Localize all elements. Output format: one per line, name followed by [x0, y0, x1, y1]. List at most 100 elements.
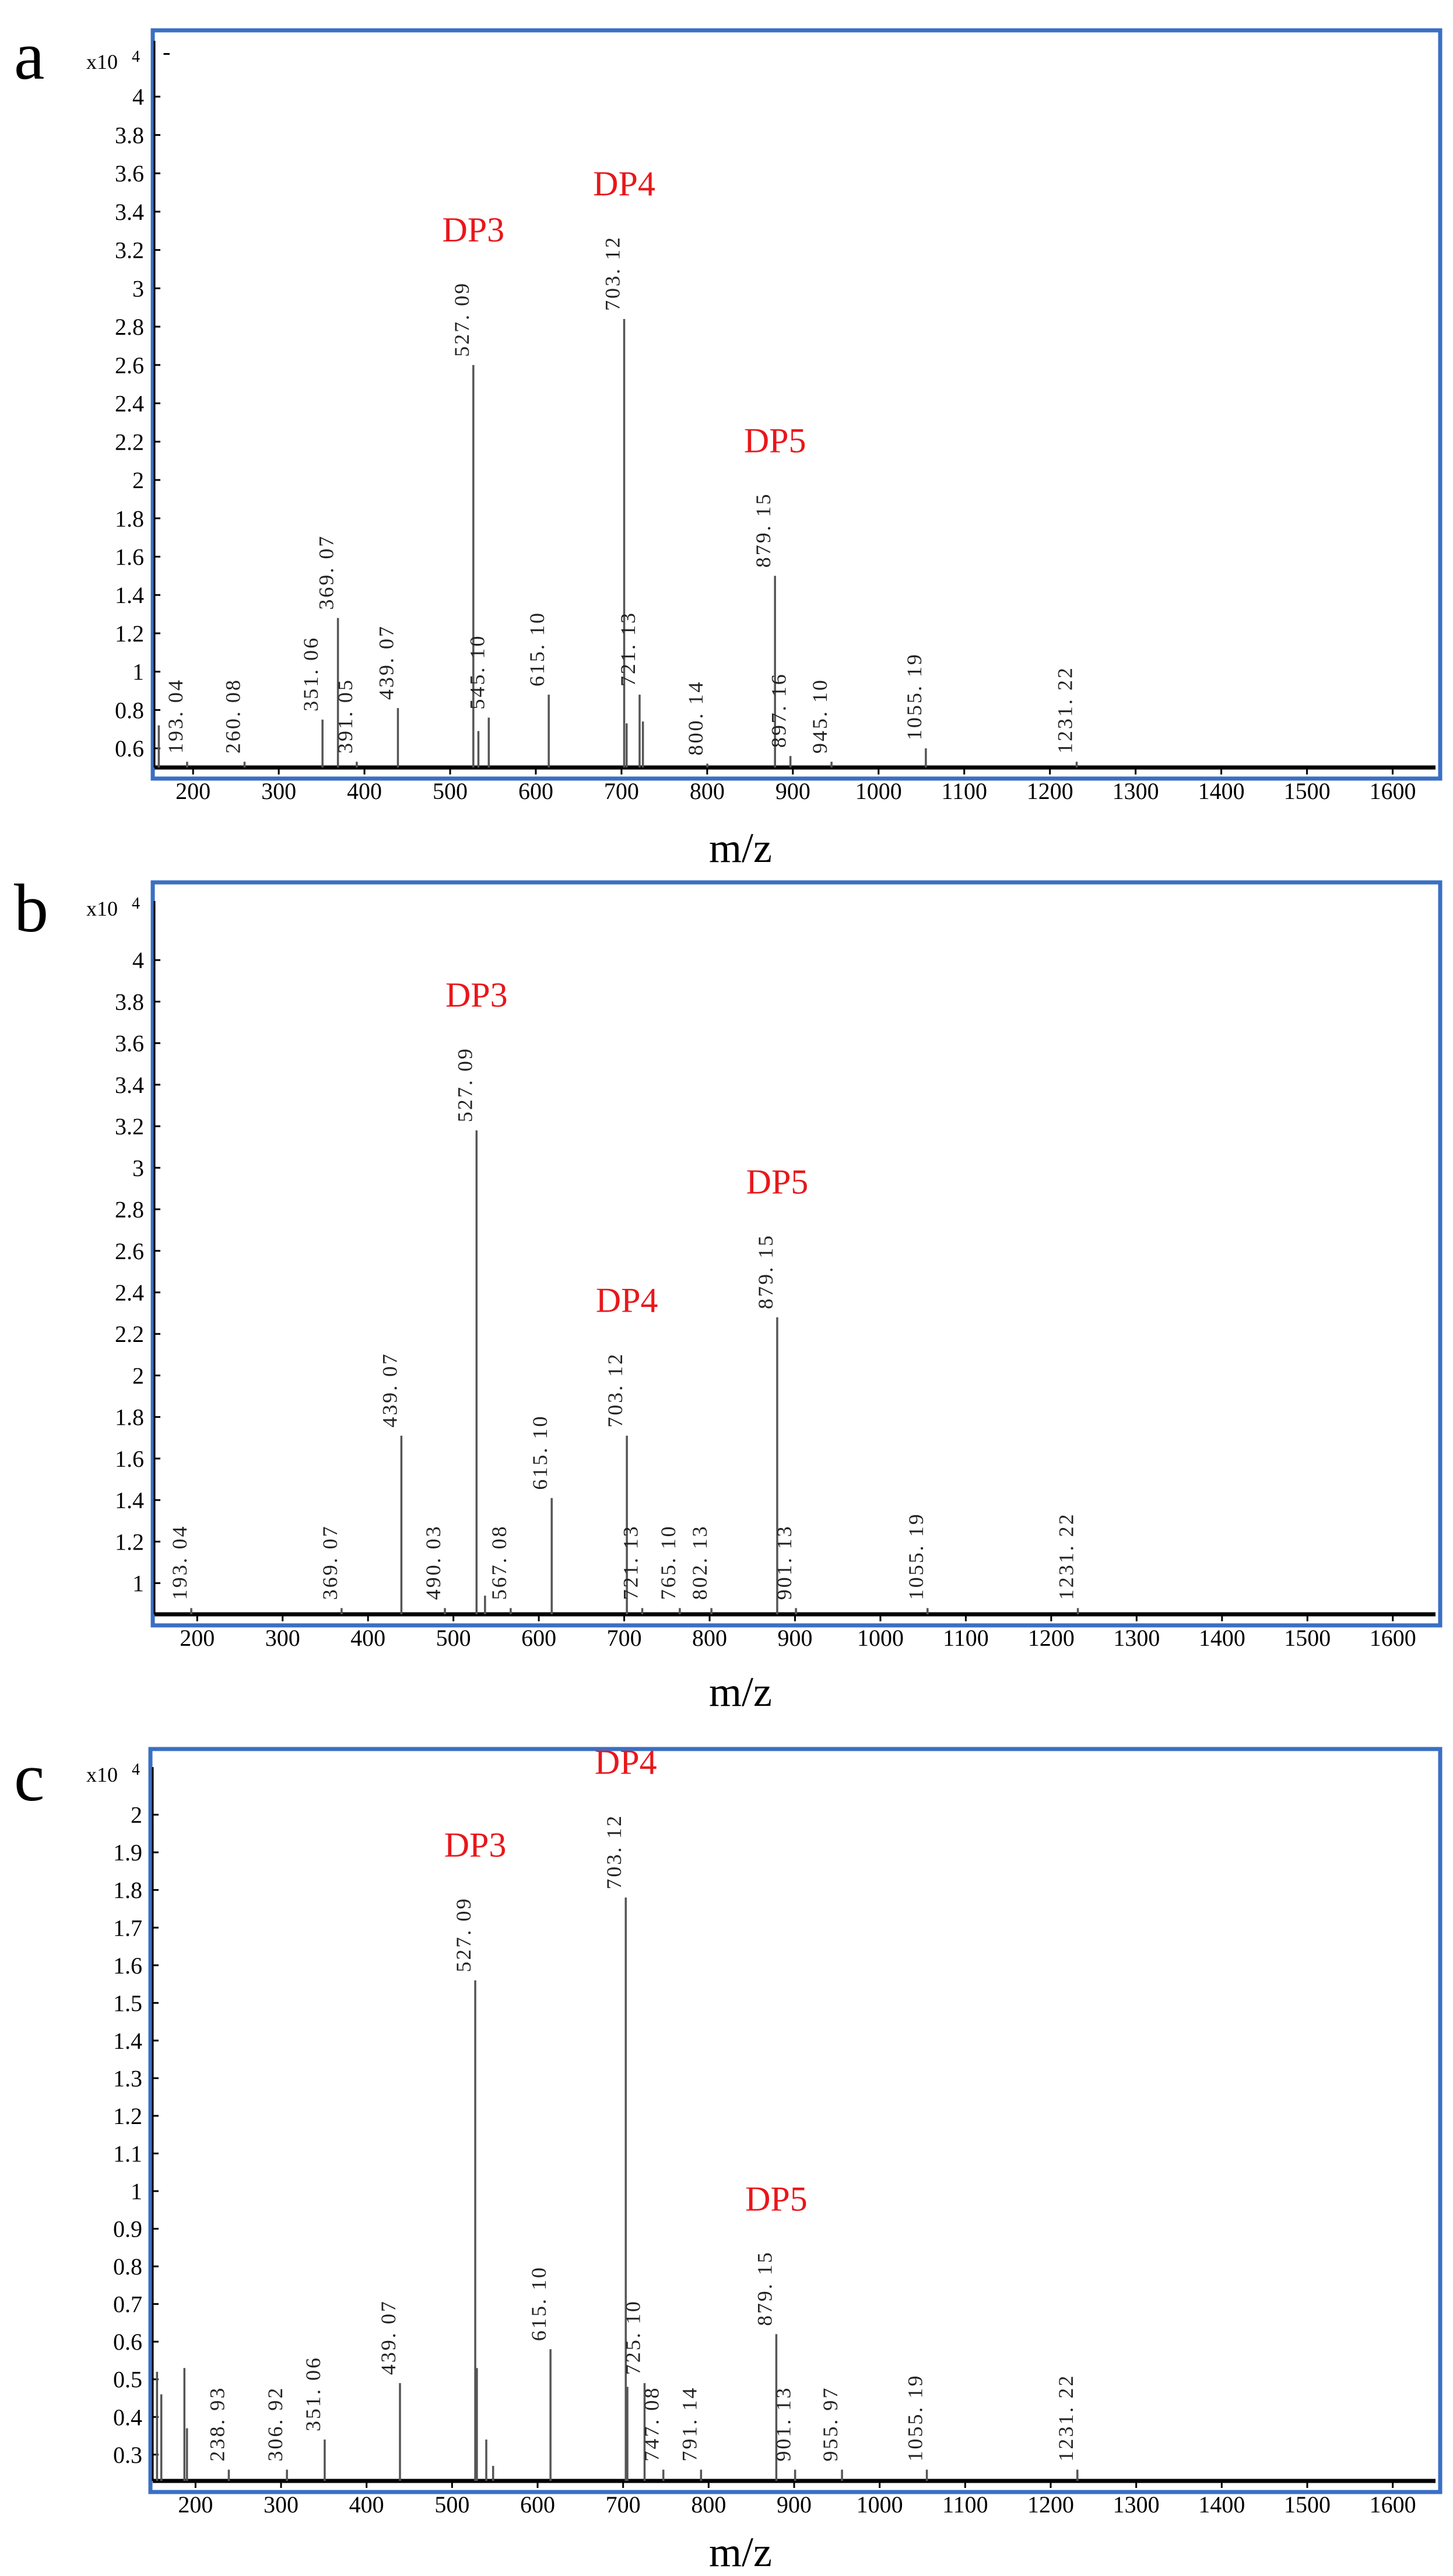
- peak-label: 567. 08: [487, 1524, 511, 1600]
- peak-label: 879. 15: [752, 492, 775, 567]
- x-tick-label: 1400: [1198, 778, 1245, 804]
- peak-label: 260. 08: [221, 678, 244, 753]
- peak-label: 765. 10: [657, 1524, 680, 1600]
- x-tick-label: 500: [434, 2491, 469, 2518]
- peak-label: 193. 04: [168, 1524, 191, 1600]
- peak-label: 351. 06: [301, 2356, 325, 2431]
- x-tick-label: 800: [692, 1625, 727, 1651]
- x-tick-label: 1300: [1113, 1625, 1160, 1651]
- y-multiplier: x10: [86, 50, 118, 73]
- x-tick-label: 900: [777, 2491, 812, 2518]
- x-tick-label: 1600: [1370, 2491, 1416, 2518]
- y-multiplier-exponent: 4: [132, 895, 140, 913]
- y-tick-label: 0.3: [113, 2442, 142, 2468]
- y-tick-label: 3.6: [115, 160, 144, 187]
- x-tick-label: 800: [690, 778, 725, 804]
- x-tick-label: 200: [178, 2491, 213, 2518]
- peak-label: 490. 03: [422, 1524, 445, 1600]
- x-tick-label: 1400: [1198, 2491, 1245, 2518]
- y-tick-label: 0.9: [113, 2216, 142, 2242]
- peak-label: 1055. 19: [904, 1512, 928, 1600]
- y-tick-label: 0.6: [115, 735, 144, 762]
- y-tick-label: 2: [131, 1802, 142, 1828]
- y-tick-label: 1: [132, 1571, 144, 1597]
- y-tick-label: 0.6: [113, 2329, 142, 2355]
- x-tick-label: 800: [691, 2491, 726, 2518]
- dp-annotation: DP4: [593, 164, 655, 203]
- x-tick-label: 400: [347, 778, 382, 804]
- peak-label: 901. 13: [772, 2386, 795, 2462]
- plot-frame: [150, 28, 1443, 781]
- dp-annotation: DP4: [595, 1743, 657, 1782]
- peak-label: 901. 13: [773, 1524, 796, 1600]
- y-tick-label: 3.2: [115, 1113, 144, 1140]
- peak-label: 1231. 22: [1055, 1512, 1078, 1600]
- chart-panel-c: c x10 4 0.3 0.4 0.5 0.6 0.7 0.8 0.9 1 1.1 1.2 1.3 1.4 1…: [14, 1739, 1443, 2575]
- panel-letter: b: [14, 870, 48, 947]
- x-tick-label: 200: [176, 778, 210, 804]
- y-tick-label: 0.7: [113, 2291, 142, 2318]
- x-tick-label: 1200: [1028, 1625, 1075, 1651]
- y-tick-label: 1.6: [115, 544, 144, 570]
- peak-label: 439. 07: [377, 2300, 400, 2375]
- plot-frame: [148, 1747, 1443, 2494]
- y-multiplier: x10: [86, 897, 118, 920]
- x-tick-label: 1400: [1199, 1625, 1245, 1651]
- y-tick-label: 2.2: [115, 429, 144, 455]
- x-tick-label: 700: [607, 1625, 642, 1651]
- peak-label: 1231. 22: [1054, 666, 1077, 753]
- x-tick-label: 1000: [857, 2491, 903, 2518]
- x-tick-label: 1000: [855, 778, 902, 804]
- y-tick-label: 3: [132, 275, 144, 302]
- dp-annotation: DP3: [444, 1826, 507, 1864]
- y-tick-label: 4: [132, 84, 144, 110]
- x-tick-label: 400: [350, 1625, 385, 1651]
- peak-label: 545. 10: [465, 635, 489, 710]
- peak-label: 391. 05: [334, 678, 357, 753]
- peak-label: 439. 07: [374, 625, 398, 700]
- y-tick-label: 3.6: [115, 1031, 144, 1057]
- y-tick-label: 3.2: [115, 237, 144, 264]
- x-tick-label: 1200: [1027, 778, 1073, 804]
- x-tick-label: 200: [180, 1625, 215, 1651]
- y-tick-label: 3: [132, 1155, 144, 1181]
- y-tick-label: 3.4: [115, 199, 144, 225]
- x-tick-label: 300: [261, 778, 296, 804]
- y-tick-label: 0.5: [113, 2367, 142, 2393]
- panel-letter: a: [14, 17, 44, 94]
- y-tick-label: 0.8: [113, 2253, 142, 2280]
- y-tick-label: 2.2: [115, 1321, 144, 1347]
- x-tick-label: 300: [265, 1625, 300, 1651]
- y-multiplier: x10: [86, 1763, 118, 1786]
- x-tick-label: 500: [433, 778, 468, 804]
- x-tick-label: 600: [521, 1625, 556, 1651]
- x-tick-label: 1100: [941, 778, 987, 804]
- y-tick-label: 1.2: [115, 621, 144, 647]
- y-tick-label: 1.4: [115, 1487, 144, 1513]
- y-tick-label: 1: [131, 2178, 142, 2205]
- peak-label: 721. 13: [616, 611, 640, 686]
- y-tick-label: 0.4: [113, 2404, 142, 2430]
- y-tick-label: 2.6: [115, 352, 144, 378]
- x-tick-label: 600: [520, 2491, 555, 2518]
- peak-label: 238. 93: [205, 2386, 229, 2462]
- x-tick-label: 1500: [1284, 2491, 1331, 2518]
- top-marker: -: [163, 38, 170, 65]
- x-tick-label: 1100: [942, 2491, 988, 2518]
- peak-label: 802. 13: [688, 1524, 711, 1600]
- peak-label: 615. 10: [525, 611, 549, 686]
- x-tick-label: 1000: [857, 1625, 904, 1651]
- panel-letter: c: [14, 1739, 44, 1816]
- plot-frame: [150, 880, 1443, 1628]
- y-multiplier-exponent: 4: [132, 1761, 140, 1779]
- y-tick-label: 1.2: [115, 1529, 144, 1555]
- x-tick-label: 1500: [1284, 778, 1331, 804]
- peak-label: 369. 07: [315, 535, 338, 610]
- peak-label: 1055. 19: [904, 2374, 927, 2462]
- y-multiplier-exponent: 4: [132, 48, 140, 66]
- x-tick-label: 700: [606, 2491, 641, 2518]
- dp-annotation: DP5: [744, 421, 806, 460]
- peak-label: 351. 06: [299, 636, 322, 712]
- y-tick-label: 1.7: [113, 1915, 142, 1941]
- dp-annotation: DP5: [745, 2179, 808, 2218]
